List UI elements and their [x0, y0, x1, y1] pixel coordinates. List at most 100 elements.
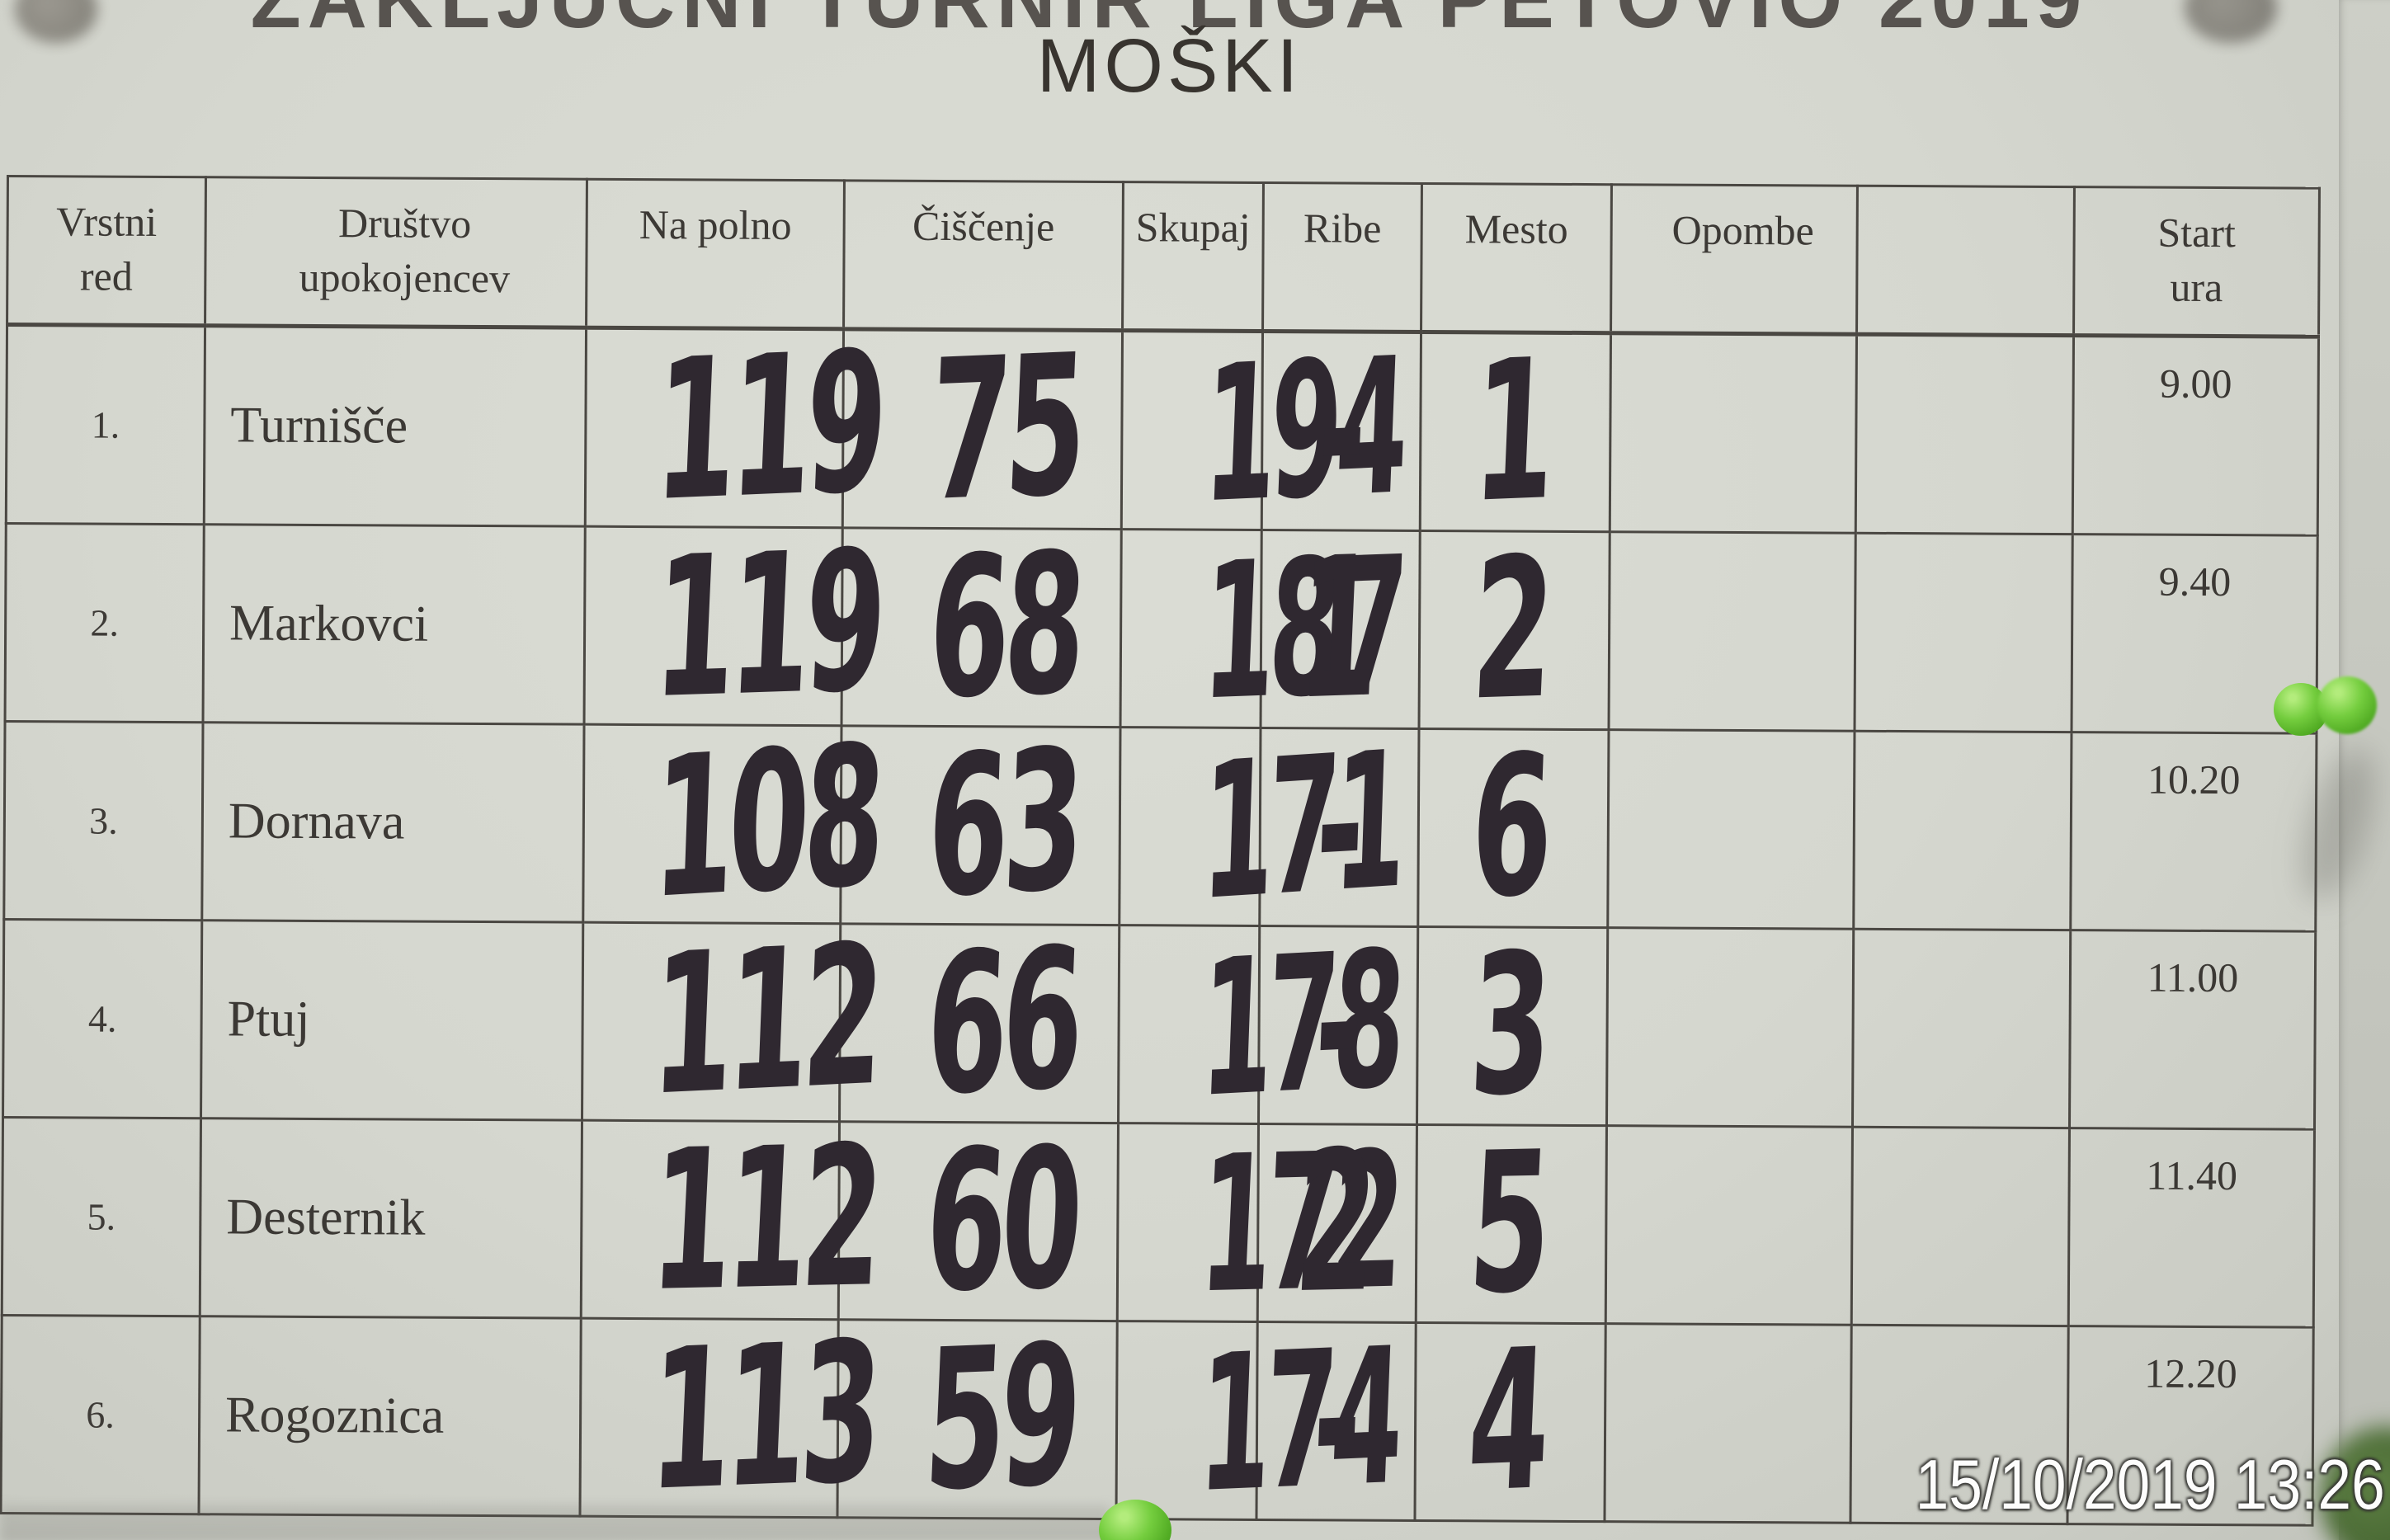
table-row: 3. Dornava 108 63 171 - 6 10.20 — [3, 704, 2317, 943]
col-header-ciscenje: Čiščenje — [843, 180, 1124, 331]
handwritten-score: 5 — [1464, 1110, 1550, 1338]
rank-cell: 2. — [5, 523, 205, 723]
paper-sheet: ZAKLJUČNI TURNIR LIGA PETOVIO 2019 MOŠKI… — [0, 0, 2339, 1540]
handwritten-score: 2 — [1289, 1109, 1376, 1337]
rank-cell: 4. — [2, 919, 202, 1119]
club-cell: Desternik — [200, 1118, 582, 1319]
club-cell: Markovci — [203, 524, 586, 725]
col-header-drustvo: Društvo upokojencev — [205, 177, 587, 328]
skupaj-cell: 174 — [1115, 1307, 1401, 1534]
tournament-title: ZAKLJUČNI TURNIR LIGA PETOVIO 2019 — [0, 0, 2339, 47]
handwritten-score: 171 — [1199, 709, 1403, 942]
handwritten-score: 60 — [921, 1107, 1082, 1335]
mesto-cell: 3 — [1417, 911, 1608, 1141]
mesto-cell: 1 — [1420, 318, 1611, 546]
handwritten-score: 63 — [924, 707, 1082, 942]
opombe-cell — [1606, 927, 1854, 1128]
club-cell: Ptuj — [200, 920, 583, 1121]
handwritten-score: - — [1313, 318, 1365, 545]
table-row: 1. Turnišče 119 75 194 - 1 9.00 — [6, 310, 2319, 546]
blank-cell — [1853, 731, 2072, 930]
opombe-cell — [1605, 1125, 1853, 1326]
start-time-cell: 11.00 — [2069, 930, 2316, 1130]
col-header-mesto: Mesto — [1421, 183, 1612, 333]
col-header-vrstni-red: Vrstni red — [7, 176, 206, 326]
handwritten-score: 66 — [922, 907, 1082, 1139]
handwritten-score: 113 — [645, 1300, 881, 1534]
na-polno-cell: 108 — [582, 704, 883, 942]
table-row: 2. Markovci 119 68 187 1 2 9.40 — [5, 509, 2318, 744]
opombe-cell — [1604, 1323, 1852, 1524]
ciscenje-cell: 68 — [841, 511, 1122, 742]
handwritten-score: 112 — [648, 903, 883, 1139]
handwritten-score: 59 — [920, 1303, 1081, 1534]
start-time-cell: 10.20 — [2070, 732, 2317, 932]
handwritten-score: 108 — [649, 704, 884, 942]
skupaj-cell: 172 — [1117, 1110, 1402, 1335]
handwritten-score: 178 — [1197, 909, 1403, 1139]
handwritten-score: 6 — [1467, 713, 1551, 943]
handwritten-score: - — [1312, 713, 1363, 941]
skupaj-cell: 171 — [1119, 709, 1403, 942]
na-polno-cell: 119 — [584, 509, 885, 742]
paper-edge-shadow — [0, 1505, 1110, 1540]
handwritten-score: - — [1310, 911, 1362, 1139]
handwritten-score: 4 — [1464, 1307, 1549, 1536]
handwritten-score: 119 — [649, 509, 885, 742]
handwritten-score: 3 — [1465, 911, 1550, 1141]
opombe-cell — [1607, 729, 1855, 930]
camera-timestamp: 15/10/2019 13:26 — [1915, 1446, 2385, 1524]
na-polno-cell: 113 — [579, 1300, 881, 1534]
handwritten-score: 1 — [1293, 515, 1379, 743]
green-pushpin-right-icon — [2317, 676, 2377, 734]
club-cell: Dornava — [201, 722, 585, 923]
header-row: Vrstni red Društvo upokojencev Na polno … — [7, 176, 2320, 337]
handwritten-score: 119 — [651, 310, 886, 545]
skupaj-cell: 194 — [1121, 316, 1406, 544]
handwritten-score: 112 — [646, 1104, 883, 1335]
blank-cell — [1851, 1127, 2070, 1326]
mesto-cell: 5 — [1416, 1110, 1607, 1338]
ciscenje-cell: 66 — [839, 907, 1120, 1139]
mesto-cell: 4 — [1414, 1307, 1606, 1536]
handwritten-score: - — [1308, 1307, 1360, 1535]
mesto-cell: 2 — [1419, 516, 1610, 744]
mesto-cell: 6 — [1417, 713, 1610, 943]
skupaj-cell: 178 — [1118, 909, 1402, 1138]
col-header-skupaj: Skupaj — [1122, 181, 1264, 332]
skupaj-cell: 187 — [1120, 516, 1405, 742]
category-title: MOŠKI — [1036, 24, 1303, 108]
wall-background — [2337, 0, 2390, 1540]
ciscenje-cell: 60 — [838, 1107, 1119, 1335]
opombe-cell — [1610, 332, 1857, 534]
handwritten-score: 194 — [1200, 316, 1407, 544]
handwritten-score: 75 — [925, 313, 1086, 545]
table-row: 5. Desternik 112 60 172 2 5 11.40 — [2, 1104, 2315, 1338]
club-cell: Rogoznica — [199, 1316, 582, 1517]
handwritten-score: 2 — [1467, 516, 1553, 744]
handwritten-score: 68 — [924, 511, 1085, 742]
blank-cell — [1852, 929, 2071, 1128]
opombe-cell — [1609, 531, 1856, 732]
start-time-cell: 11.40 — [2068, 1128, 2315, 1328]
rank-cell: 5. — [2, 1117, 201, 1316]
rank-cell: 6. — [1, 1315, 200, 1514]
club-cell: Turnišče — [204, 325, 587, 527]
col-header-ribe: Ribe — [1262, 182, 1422, 332]
rank-cell: 1. — [6, 324, 205, 525]
ciscenje-cell: 75 — [842, 313, 1123, 545]
na-polno-cell: 112 — [582, 903, 883, 1139]
col-header-na-polno: Na polno — [586, 179, 845, 329]
rank-cell: 3. — [3, 721, 204, 921]
na-polno-cell: 112 — [581, 1104, 883, 1335]
blank-cell — [1855, 533, 2073, 732]
col-header-blank — [1856, 186, 2075, 336]
blank-cell — [1855, 334, 2074, 535]
col-header-opombe: Opombe — [1610, 184, 1858, 335]
handwritten-score: 174 — [1195, 1306, 1402, 1534]
results-table: Vrstni red Društvo upokojencev Na polno … — [0, 175, 2321, 1536]
na-polno-cell: 119 — [585, 310, 886, 544]
start-time-cell: 9.00 — [2072, 335, 2319, 536]
handwritten-score: 1 — [1468, 318, 1553, 546]
